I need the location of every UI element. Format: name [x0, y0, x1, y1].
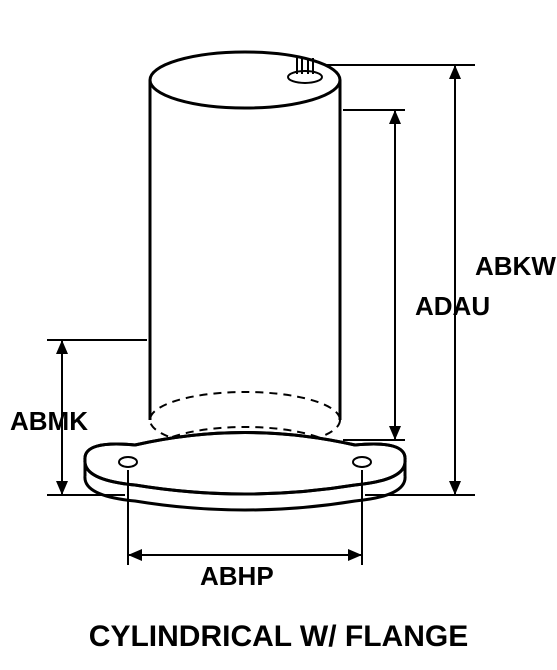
svg-text:ABKW: ABKW — [475, 251, 556, 281]
diagram-svg: ABKW ADAU ABMK ABHP — [0, 0, 557, 670]
svg-text:ADAU: ADAU — [415, 291, 490, 321]
svg-text:ABHP: ABHP — [200, 561, 274, 591]
diagram-title: CYLINDRICAL W/ FLANGE — [0, 620, 557, 654]
svg-text:ABMK: ABMK — [10, 406, 88, 436]
diagram-container: ABKW ADAU ABMK ABHP CYLINDRICAL W/ FLANGE — [0, 0, 557, 670]
